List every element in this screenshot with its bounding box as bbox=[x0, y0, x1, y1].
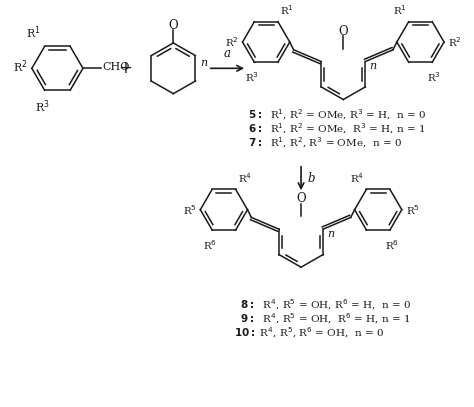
Text: R$^5$: R$^5$ bbox=[406, 203, 419, 217]
Text: $\mathbf{5:}$  R$^1$, R$^2$ = OMe, R$^3$ = H,  n = 0: $\mathbf{5:}$ R$^1$, R$^2$ = OMe, R$^3$ … bbox=[248, 108, 426, 123]
Text: R$^4$: R$^4$ bbox=[237, 171, 252, 184]
Text: R$^2$: R$^2$ bbox=[13, 58, 28, 74]
Text: $\mathbf{10:}$ R$^4$, R$^5$, R$^6$ = OH,  n = 0: $\mathbf{10:}$ R$^4$, R$^5$, R$^6$ = OH,… bbox=[234, 325, 384, 340]
Text: R$^1$: R$^1$ bbox=[280, 3, 294, 17]
Text: b: b bbox=[308, 172, 315, 185]
Text: R$^2$: R$^2$ bbox=[225, 35, 238, 49]
Text: $\mathbf{6:}$  R$^1$, R$^2$ = OMe,  R$^3$ = H, n = 1: $\mathbf{6:}$ R$^1$, R$^2$ = OMe, R$^3$ … bbox=[248, 122, 426, 136]
Text: R$^3$: R$^3$ bbox=[35, 98, 50, 115]
Text: O: O bbox=[338, 25, 348, 38]
Text: R$^1$: R$^1$ bbox=[393, 3, 407, 17]
Text: O: O bbox=[296, 193, 306, 206]
Text: R$^6$: R$^6$ bbox=[203, 238, 217, 252]
Text: O: O bbox=[169, 19, 178, 32]
Text: +: + bbox=[118, 59, 132, 77]
Text: CHO: CHO bbox=[102, 62, 130, 72]
Text: R$^4$: R$^4$ bbox=[350, 171, 365, 184]
Text: n: n bbox=[369, 61, 376, 71]
Text: $\mathbf{7:}$  R$^1$, R$^2$, R$^3$ = OMe,  n = 0: $\mathbf{7:}$ R$^1$, R$^2$, R$^3$ = OMe,… bbox=[248, 135, 402, 150]
Text: R$^3$: R$^3$ bbox=[246, 70, 259, 84]
Text: n: n bbox=[327, 229, 334, 239]
Text: R$^2$: R$^2$ bbox=[448, 35, 462, 49]
Text: $\mathbf{9:}$  R$^4$, R$^5$ = OH,  R$^6$ = H, n = 1: $\mathbf{9:}$ R$^4$, R$^5$ = OH, R$^6$ =… bbox=[234, 312, 411, 326]
Text: n: n bbox=[201, 59, 208, 68]
Text: R$^5$: R$^5$ bbox=[182, 203, 196, 217]
Text: R$^1$: R$^1$ bbox=[26, 24, 41, 41]
Text: R$^6$: R$^6$ bbox=[385, 238, 399, 252]
Text: $\mathbf{8:}$  R$^4$, R$^5$ = OH, R$^6$ = H,  n = 0: $\mathbf{8:}$ R$^4$, R$^5$ = OH, R$^6$ =… bbox=[234, 298, 411, 313]
Text: a: a bbox=[224, 46, 231, 59]
Text: R$^3$: R$^3$ bbox=[427, 70, 441, 84]
